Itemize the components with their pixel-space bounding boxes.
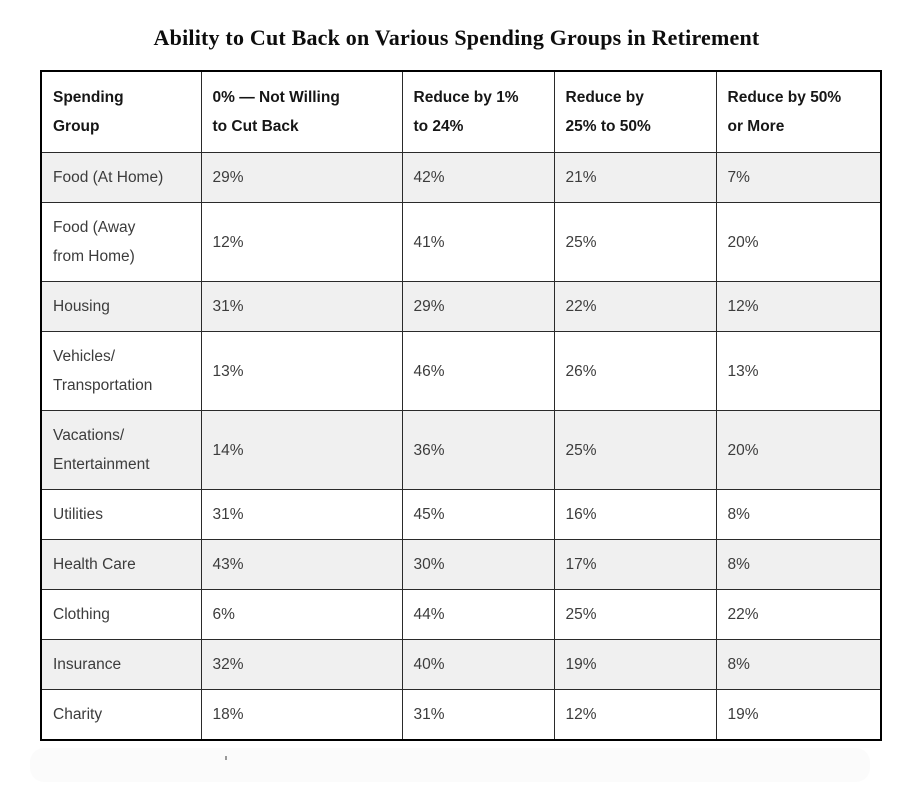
table-row-housing: Housing 31% 29% 22% 12% [40, 281, 882, 332]
table-row-vacations: Vacations/ Entertainment 14% 36% 25% 20% [40, 410, 882, 490]
row-label-cell: Food (Away from Home) [40, 202, 202, 282]
page-title: Ability to Cut Back on Various Spending … [153, 25, 760, 50]
header-row: Spending Group 0% — Not Willing to Cut B… [40, 70, 882, 153]
value-cell: 14% [200, 410, 403, 490]
value-cell: 8% [715, 539, 882, 590]
column-header-not-willing: 0% — Not Willing to Cut Back [200, 70, 403, 153]
value-cell: 12% [200, 202, 403, 282]
spending-table: Spending Group 0% — Not Willing to Cut B… [40, 70, 882, 741]
table-row-health-care: Health Care 43% 30% 17% 8% [40, 539, 882, 590]
table-row-food-at-home: Food (At Home) 29% 42% 21% 7% [40, 152, 882, 203]
value-cell: 31% [200, 489, 403, 540]
value-cell: 19% [715, 689, 882, 741]
value-cell: 26% [553, 331, 717, 411]
value-cell: 46% [401, 331, 555, 411]
value-cell: 8% [715, 489, 882, 540]
value-cell: 13% [715, 331, 882, 411]
table-row-utilities: Utilities 31% 45% 16% 8% [40, 489, 882, 540]
value-cell: 44% [401, 589, 555, 640]
row-label-cell: Vacations/ Entertainment [40, 410, 202, 490]
table-row-vehicles: Vehicles/ Transportation 13% 46% 26% 13% [40, 331, 882, 411]
value-cell: 43% [200, 539, 403, 590]
table-row-food-away: Food (Away from Home) 12% 41% 25% 20% [40, 202, 882, 282]
value-cell: 22% [715, 589, 882, 640]
row-label-cell: Charity [40, 689, 202, 741]
tick-mark-artifact [225, 756, 227, 760]
value-cell: 25% [553, 589, 717, 640]
value-cell: 25% [553, 202, 717, 282]
value-cell: 40% [401, 639, 555, 690]
table-row-insurance: Insurance 32% 40% 19% 8% [40, 639, 882, 690]
value-cell: 31% [200, 281, 403, 332]
value-cell: 19% [553, 639, 717, 690]
column-header-reduce-25-50: Reduce by 25% to 50% [553, 70, 717, 153]
value-cell: 12% [553, 689, 717, 741]
value-cell: 22% [553, 281, 717, 332]
column-header-spending-group: Spending Group [40, 70, 202, 153]
row-label-cell: Vehicles/ Transportation [40, 331, 202, 411]
value-cell: 6% [200, 589, 403, 640]
value-cell: 20% [715, 410, 882, 490]
row-label-cell: Food (At Home) [40, 152, 202, 203]
row-label-cell: Clothing [40, 589, 202, 640]
ghost-smudge-artifact [30, 748, 870, 782]
value-cell: 7% [715, 152, 882, 203]
value-cell: 45% [401, 489, 555, 540]
value-cell: 25% [553, 410, 717, 490]
table-row-charity: Charity 18% 31% 12% 19% [40, 689, 882, 741]
row-label-cell: Utilities [40, 489, 202, 540]
value-cell: 31% [401, 689, 555, 741]
table-row-clothing: Clothing 6% 44% 25% 22% [40, 589, 882, 640]
row-label-cell: Housing [40, 281, 202, 332]
value-cell: 13% [200, 331, 403, 411]
value-cell: 41% [401, 202, 555, 282]
row-label-cell: Health Care [40, 539, 202, 590]
value-cell: 36% [401, 410, 555, 490]
column-header-reduce-1-24: Reduce by 1% to 24% [401, 70, 555, 153]
value-cell: 12% [715, 281, 882, 332]
value-cell: 32% [200, 639, 403, 690]
row-label-cell: Insurance [40, 639, 202, 690]
value-cell: 29% [401, 281, 555, 332]
value-cell: 18% [200, 689, 403, 741]
value-cell: 20% [715, 202, 882, 282]
value-cell: 16% [553, 489, 717, 540]
value-cell: 30% [401, 539, 555, 590]
value-cell: 17% [553, 539, 717, 590]
column-header-reduce-50-more: Reduce by 50% or More [715, 70, 882, 153]
value-cell: 42% [401, 152, 555, 203]
value-cell: 8% [715, 639, 882, 690]
value-cell: 29% [200, 152, 403, 203]
value-cell: 21% [553, 152, 717, 203]
